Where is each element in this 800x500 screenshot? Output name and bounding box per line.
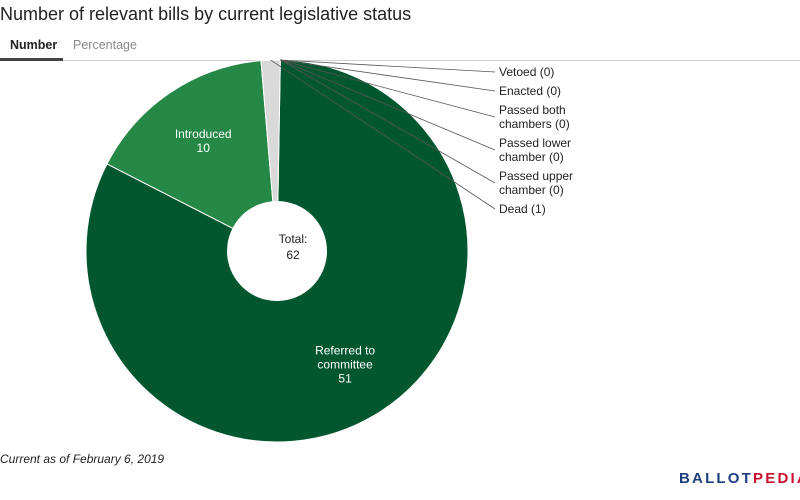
slice-value-introduced: 10 bbox=[197, 141, 211, 155]
callout-label-passed-both-chambers: Passed both bbox=[499, 103, 566, 117]
total-label: Total: bbox=[279, 232, 308, 246]
leader-line-dead bbox=[270, 59, 496, 210]
slice-label-referred-to-committee: committee bbox=[317, 358, 373, 372]
slice-introduced bbox=[106, 60, 278, 252]
callout-label-passed-upper-chamber: chamber (0) bbox=[499, 183, 564, 197]
callout-label-dead: Dead (1) bbox=[499, 202, 546, 216]
leader-line-enacted bbox=[280, 59, 496, 92]
slice-value-referred-to-committee: 51 bbox=[338, 372, 352, 386]
logo-text-part2: PEDIA bbox=[753, 470, 800, 487]
donut-hole bbox=[227, 201, 327, 301]
leader-line-passed-lower-chamber bbox=[280, 59, 496, 151]
leader-line-vetoed bbox=[280, 59, 496, 73]
leader-line-passed-upper-chamber bbox=[280, 59, 496, 184]
slice-label-introduced: Introduced bbox=[175, 127, 232, 141]
callout-label-vetoed: Vetoed (0) bbox=[499, 65, 554, 79]
total-value: 62 bbox=[286, 248, 300, 262]
callout-label-passed-both-chambers: chambers (0) bbox=[499, 117, 570, 131]
callout-label-passed-lower-chamber: Passed lower bbox=[499, 136, 571, 150]
callout-label-passed-upper-chamber: Passed upper bbox=[499, 169, 573, 183]
active-tab-indicator bbox=[0, 58, 63, 61]
ballotpedia-logo: BALLOTPEDIA bbox=[679, 470, 800, 487]
callout-label-passed-lower-chamber: chamber (0) bbox=[499, 150, 564, 164]
slice-label-referred-to-committee: Referred to bbox=[315, 344, 375, 358]
footnote: Current as of February 6, 2019 bbox=[0, 452, 165, 466]
logo-text-part1: BALLOT bbox=[679, 470, 754, 487]
tab-divider bbox=[0, 60, 800, 61]
chart-title: Number of relevant bills by current legi… bbox=[0, 4, 412, 24]
tab-number[interactable]: Number bbox=[10, 38, 58, 52]
leader-line-passed-both-chambers bbox=[280, 59, 496, 118]
callout-label-enacted: Enacted (0) bbox=[499, 84, 561, 98]
tab-percentage[interactable]: Percentage bbox=[73, 38, 137, 52]
